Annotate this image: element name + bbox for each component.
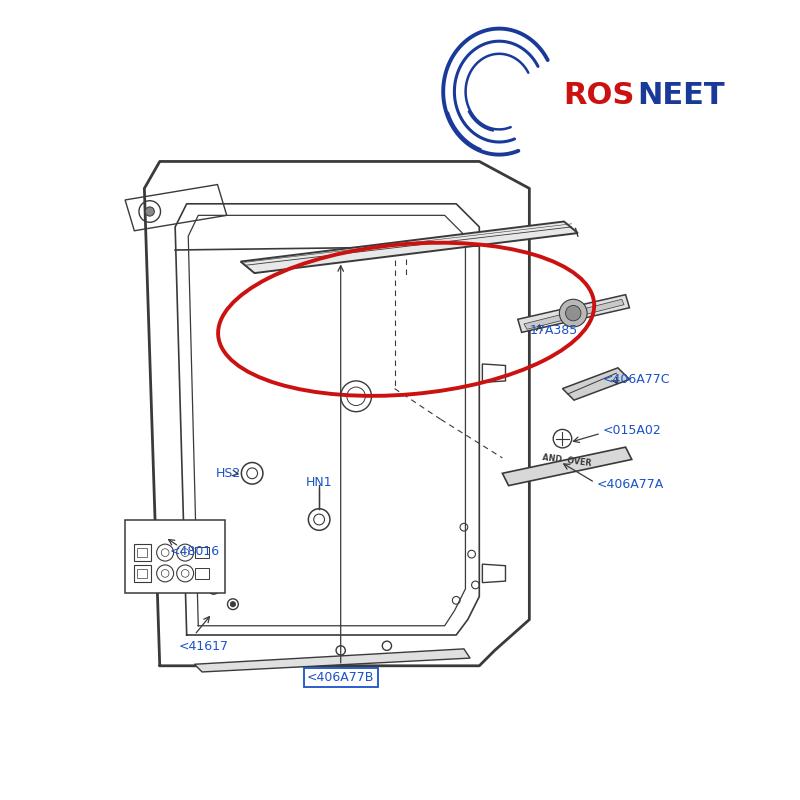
Polygon shape xyxy=(518,294,630,332)
Text: ROS: ROS xyxy=(563,81,634,110)
Polygon shape xyxy=(125,519,226,593)
Text: <406A77A: <406A77A xyxy=(597,478,664,491)
Circle shape xyxy=(211,586,216,591)
Circle shape xyxy=(559,299,587,327)
Polygon shape xyxy=(194,649,470,672)
Text: HS2: HS2 xyxy=(216,467,242,480)
Polygon shape xyxy=(562,368,630,400)
Text: <406A77B: <406A77B xyxy=(307,671,374,684)
Text: NEET: NEET xyxy=(637,81,725,110)
Text: <48016: <48016 xyxy=(170,546,220,558)
Polygon shape xyxy=(524,299,624,330)
Polygon shape xyxy=(241,222,578,273)
Text: <41617: <41617 xyxy=(179,640,229,653)
Text: HN1: HN1 xyxy=(306,476,333,489)
Text: <406A77C: <406A77C xyxy=(602,373,670,386)
Circle shape xyxy=(566,306,581,321)
Text: <015A02: <015A02 xyxy=(602,425,662,438)
Text: AND  OVER: AND OVER xyxy=(542,453,591,468)
Circle shape xyxy=(230,602,235,607)
Polygon shape xyxy=(502,447,632,486)
Circle shape xyxy=(145,207,154,216)
Text: 17A385: 17A385 xyxy=(530,324,578,338)
